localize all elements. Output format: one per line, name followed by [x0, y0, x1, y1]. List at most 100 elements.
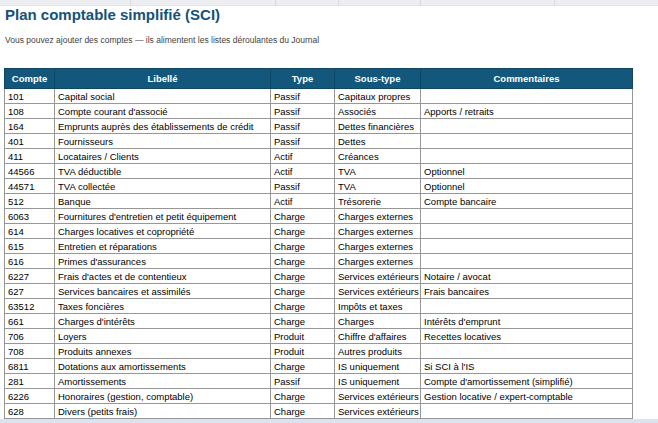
cell-sous-type[interactable]: Services extérieurs	[335, 269, 421, 284]
cell-libelle[interactable]: Locataires / Clients	[55, 149, 271, 164]
cell-type[interactable]: Passif	[271, 134, 335, 149]
cell-type[interactable]: Produit	[271, 329, 335, 344]
cell-compte[interactable]: 6811	[5, 359, 55, 374]
cell-sous-type[interactable]: Impôts et taxes	[335, 299, 421, 314]
cell-type[interactable]: Actif	[271, 149, 335, 164]
cell-type[interactable]: Charge	[271, 284, 335, 299]
cell-commentaires[interactable]	[421, 404, 633, 419]
cell-sous-type[interactable]: Services extérieurs	[335, 284, 421, 299]
cell-libelle[interactable]: Entretien et réparations	[55, 239, 271, 254]
cell-sous-type[interactable]: Services extérieurs	[335, 404, 421, 419]
cell-sous-type[interactable]: Chiffre d'affaires	[335, 329, 421, 344]
cell-libelle[interactable]: Fournisseurs	[55, 134, 271, 149]
cell-libelle[interactable]: Services bancaires et assimilés	[55, 284, 271, 299]
cell-sous-type[interactable]: Charges externes	[335, 239, 421, 254]
cell-compte[interactable]: 628	[5, 404, 55, 419]
cell-compte[interactable]: 411	[5, 149, 55, 164]
cell-sous-type[interactable]: Services extérieurs	[335, 389, 421, 404]
cell-type[interactable]: Passif	[271, 179, 335, 194]
cell-commentaires[interactable]	[421, 254, 633, 269]
cell-commentaires[interactable]	[421, 89, 633, 104]
cell-commentaires[interactable]: Si SCI à l'IS	[421, 359, 633, 374]
cell-libelle[interactable]: Honoraires (gestion, comptable)	[55, 389, 271, 404]
cell-sous-type[interactable]: Autres produits	[335, 344, 421, 359]
cell-type[interactable]: Charge	[271, 224, 335, 239]
cell-libelle[interactable]: Divers (petits frais)	[55, 404, 271, 419]
cell-compte[interactable]: 615	[5, 239, 55, 254]
cell-type[interactable]: Produit	[271, 344, 335, 359]
cell-compte[interactable]: 108	[5, 104, 55, 119]
cell-compte[interactable]: 281	[5, 374, 55, 389]
cell-libelle[interactable]: Fournitures d'entretien et petit équipem…	[55, 209, 271, 224]
cell-sous-type[interactable]: TVA	[335, 179, 421, 194]
cell-commentaires[interactable]	[421, 224, 633, 239]
cell-compte[interactable]: 6226	[5, 389, 55, 404]
cell-commentaires[interactable]: Frais bancaires	[421, 284, 633, 299]
cell-type[interactable]: Charge	[271, 314, 335, 329]
cell-type[interactable]: Charge	[271, 254, 335, 269]
cell-libelle[interactable]: Emprunts auprès des établissements de cr…	[55, 119, 271, 134]
cell-compte[interactable]: 101	[5, 89, 55, 104]
cell-sous-type[interactable]: Trésorerie	[335, 194, 421, 209]
cell-commentaires[interactable]: Compte bancaire	[421, 194, 633, 209]
cell-compte[interactable]: 401	[5, 134, 55, 149]
cell-compte[interactable]: 706	[5, 329, 55, 344]
cell-libelle[interactable]: Charges locatives et copropriété	[55, 224, 271, 239]
cell-type[interactable]: Passif	[271, 119, 335, 134]
cell-type[interactable]: Passif	[271, 374, 335, 389]
cell-sous-type[interactable]: Dettes	[335, 134, 421, 149]
cell-sous-type[interactable]: Charges externes	[335, 254, 421, 269]
cell-sous-type[interactable]: Capitaux propres	[335, 89, 421, 104]
cell-libelle[interactable]: Banque	[55, 194, 271, 209]
cell-type[interactable]: Charge	[271, 239, 335, 254]
cell-compte[interactable]: 616	[5, 254, 55, 269]
cell-compte[interactable]: 708	[5, 344, 55, 359]
cell-type[interactable]: Charge	[271, 404, 335, 419]
cell-libelle[interactable]: Taxes foncières	[55, 299, 271, 314]
cell-commentaires[interactable]	[421, 299, 633, 314]
cell-compte[interactable]: 63512	[5, 299, 55, 314]
cell-commentaires[interactable]: Recettes locatives	[421, 329, 633, 344]
cell-type[interactable]: Charge	[271, 209, 335, 224]
cell-libelle[interactable]: Dotations aux amortissements	[55, 359, 271, 374]
cell-type[interactable]: Charge	[271, 299, 335, 314]
cell-type[interactable]: Charge	[271, 269, 335, 284]
cell-sous-type[interactable]: Associés	[335, 104, 421, 119]
cell-type[interactable]: Actif	[271, 164, 335, 179]
cell-sous-type[interactable]: Créances	[335, 149, 421, 164]
cell-commentaires[interactable]: Compte d'amortissement (simplifié)	[421, 374, 633, 389]
cell-sous-type[interactable]: Charges externes	[335, 224, 421, 239]
cell-libelle[interactable]: Produits annexes	[55, 344, 271, 359]
cell-commentaires[interactable]: Apports / retraits	[421, 104, 633, 119]
cell-libelle[interactable]: TVA collectée	[55, 179, 271, 194]
cell-commentaires[interactable]: Notaire / avocat	[421, 269, 633, 284]
cell-sous-type[interactable]: IS uniquement	[335, 359, 421, 374]
cell-compte[interactable]: 627	[5, 284, 55, 299]
cell-libelle[interactable]: TVA déductible	[55, 164, 271, 179]
cell-commentaires[interactable]: Intérêts d'emprunt	[421, 314, 633, 329]
cell-sous-type[interactable]: IS uniquement	[335, 374, 421, 389]
cell-type[interactable]: Passif	[271, 89, 335, 104]
cell-type[interactable]: Actif	[271, 194, 335, 209]
cell-commentaires[interactable]	[421, 149, 633, 164]
cell-type[interactable]: Passif	[271, 104, 335, 119]
cell-libelle[interactable]: Amortissements	[55, 374, 271, 389]
cell-libelle[interactable]: Compte courant d'associé	[55, 104, 271, 119]
cell-commentaires[interactable]	[421, 209, 633, 224]
cell-type[interactable]: Charge	[271, 389, 335, 404]
cell-commentaires[interactable]: Gestion locative / expert-comptable	[421, 389, 633, 404]
cell-sous-type[interactable]: Charges externes	[335, 209, 421, 224]
cell-sous-type[interactable]: Charges	[335, 314, 421, 329]
cell-compte[interactable]: 614	[5, 224, 55, 239]
cell-commentaires[interactable]	[421, 134, 633, 149]
cell-compte[interactable]: 512	[5, 194, 55, 209]
cell-libelle[interactable]: Charges d'intérêts	[55, 314, 271, 329]
cell-commentaires[interactable]	[421, 119, 633, 134]
cell-sous-type[interactable]: Dettes financières	[335, 119, 421, 134]
cell-commentaires[interactable]	[421, 344, 633, 359]
cell-commentaires[interactable]: Optionnel	[421, 179, 633, 194]
cell-commentaires[interactable]	[421, 239, 633, 254]
cell-sous-type[interactable]: TVA	[335, 164, 421, 179]
cell-libelle[interactable]: Capital social	[55, 89, 271, 104]
cell-type[interactable]: Charge	[271, 359, 335, 374]
